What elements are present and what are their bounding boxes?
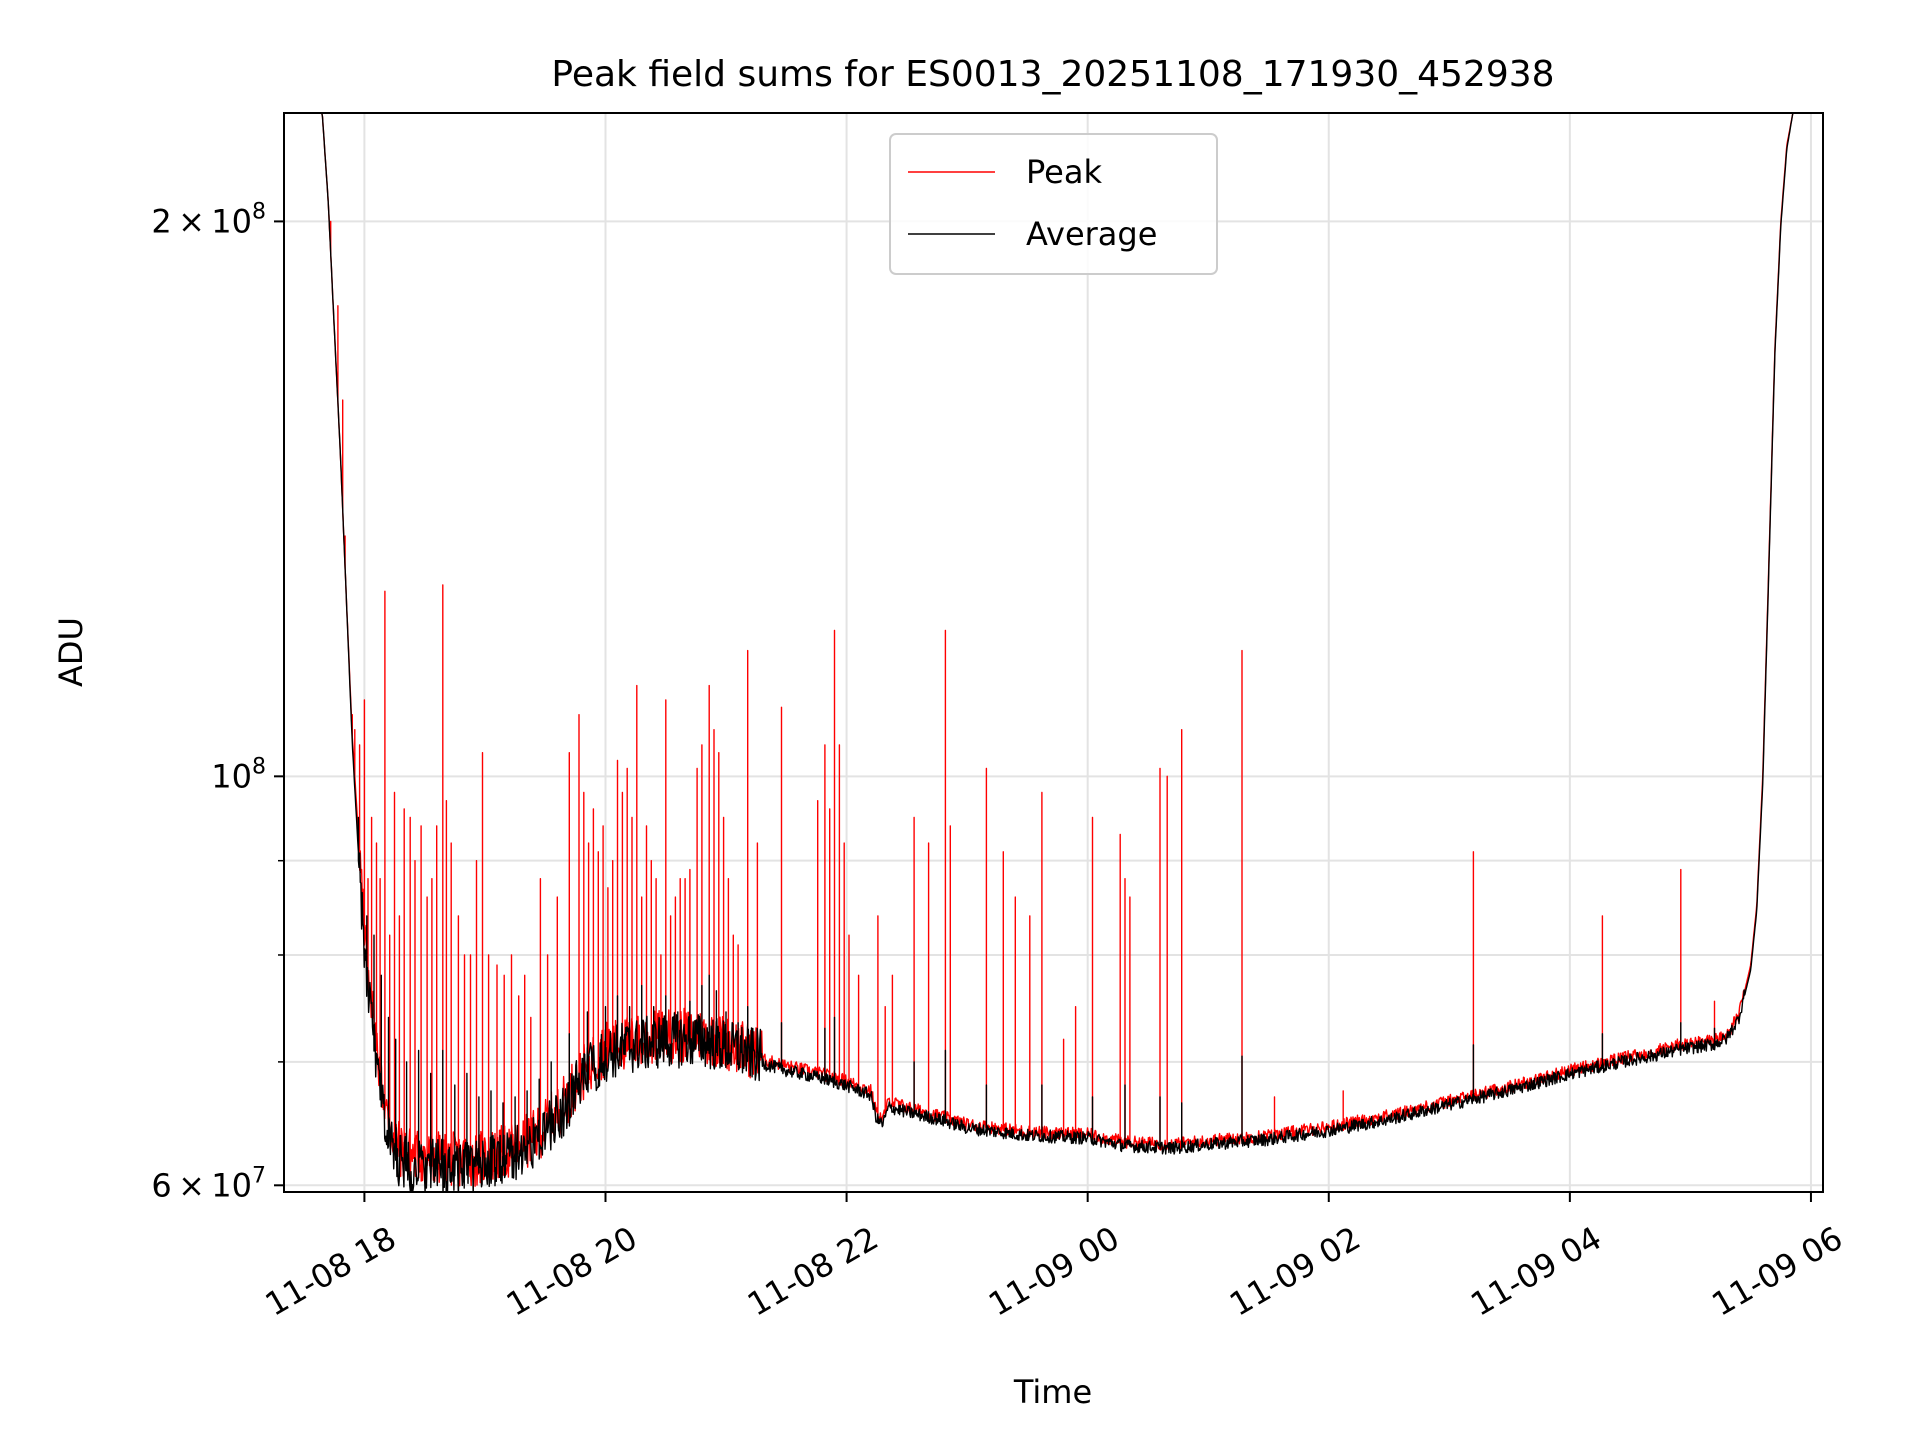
- y-axis: 6 × 107 108 2 × 108: [151, 199, 284, 1204]
- y-tick-label: 108: [211, 754, 266, 795]
- x-axis-label: Time: [1013, 1373, 1092, 1411]
- y-tick-label: 2 × 108: [151, 199, 266, 240]
- plot-frame: [283, 112, 1824, 1193]
- plot-lines: [284, 113, 1823, 1192]
- y-axis-label: ADU: [52, 617, 90, 687]
- legend-average-label: Average: [1026, 215, 1157, 253]
- y-tick-label: 6 × 107: [151, 1163, 266, 1204]
- legend-box: [889, 133, 1218, 275]
- series-average-line: [284, 113, 1823, 1192]
- legend: Peak Average: [889, 133, 1218, 275]
- legend-peak-label: Peak: [1026, 153, 1102, 191]
- chart-title: Peak field sums for ES0013_20251108_1719…: [551, 54, 1554, 95]
